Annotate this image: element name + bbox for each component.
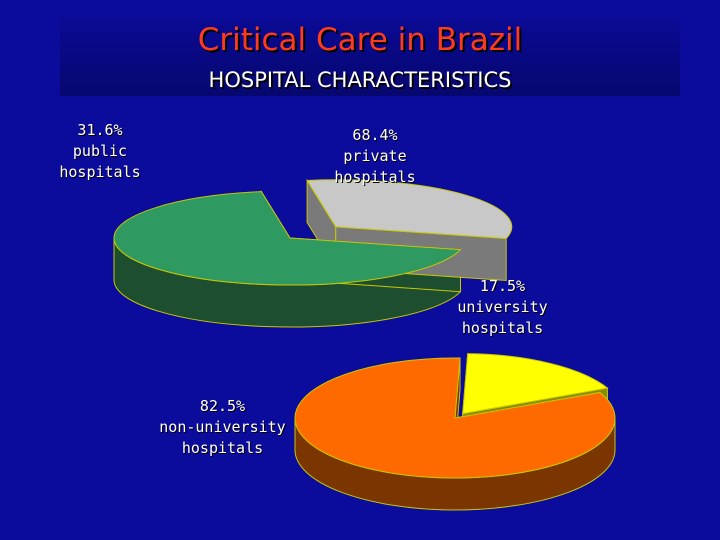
slide-subtitle: HOSPITAL CHARACTERISTICS xyxy=(208,68,512,92)
label-public-pct: 31.6% xyxy=(77,121,123,139)
slice-public-hospitals xyxy=(306,179,513,240)
slice-non-university-hospitals xyxy=(294,357,616,479)
label-non-university-name-1: non-university xyxy=(159,418,286,436)
label-non-university-name-2: hospitals xyxy=(181,439,264,457)
label-university-name-2: hospitals xyxy=(461,319,544,337)
slide-title: Critical Care in Brazil xyxy=(197,22,523,58)
label-non-university: 82.5% non-university hospitals xyxy=(150,396,295,459)
label-public-name-2: hospitals xyxy=(59,163,141,181)
label-non-university-pct: 82.5% xyxy=(199,397,246,415)
slice-university-hospitals xyxy=(462,353,609,415)
label-public-name-1: public xyxy=(72,142,128,160)
label-university-pct: 17.5% xyxy=(479,277,526,295)
label-private: 68.4% private hospitals xyxy=(320,125,430,188)
label-university: 17.5% university hospitals xyxy=(440,276,565,339)
title-band xyxy=(60,18,680,96)
label-private-name-1: private xyxy=(343,147,407,165)
label-private-name-2: hospitals xyxy=(334,168,416,186)
label-university-name-1: university xyxy=(457,298,548,316)
label-private-pct: 68.4% xyxy=(352,126,398,144)
label-public: 31.6% public hospitals xyxy=(45,120,155,183)
slice-private-hospitals xyxy=(113,191,462,286)
